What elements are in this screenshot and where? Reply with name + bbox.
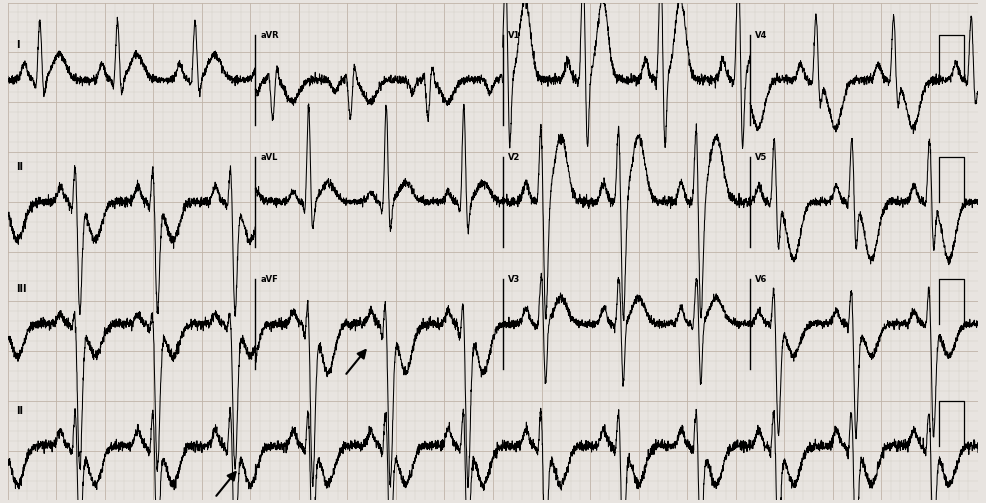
Text: II: II [16, 162, 23, 172]
Text: II: II [16, 406, 23, 416]
Text: aVF: aVF [260, 275, 278, 284]
Text: aVL: aVL [260, 153, 277, 162]
Text: III: III [16, 284, 27, 294]
Text: V1: V1 [508, 31, 520, 40]
Text: aVR: aVR [260, 31, 279, 40]
Text: V5: V5 [755, 153, 767, 162]
Text: V6: V6 [755, 275, 767, 284]
Text: V2: V2 [508, 153, 520, 162]
Text: I: I [16, 40, 19, 50]
Text: V3: V3 [508, 275, 520, 284]
Text: V4: V4 [755, 31, 767, 40]
